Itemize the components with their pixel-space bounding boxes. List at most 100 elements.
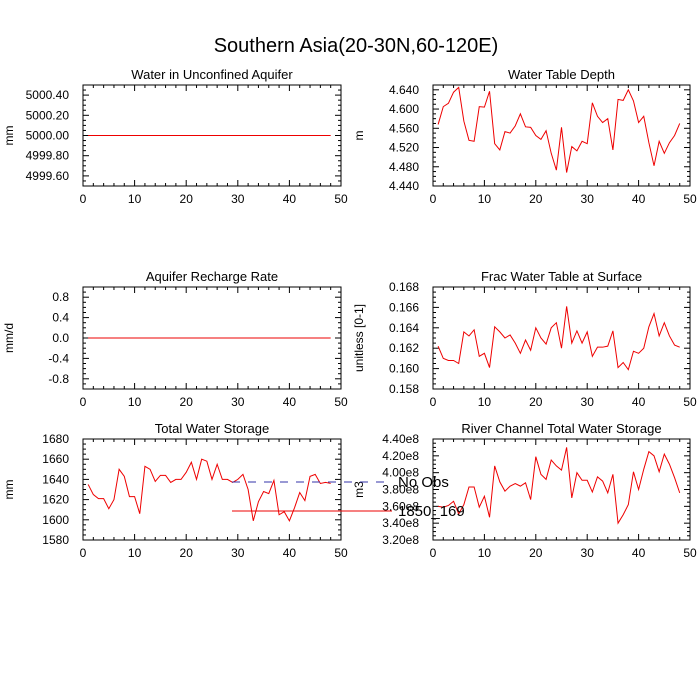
panel-water-in-unconfined-aquifer-ytick-label: 5000.00 (26, 129, 70, 143)
panel-water-table-depth-title: Water Table Depth (508, 67, 615, 82)
panel-water-in-unconfined-aquifer-xtick-label: 10 (128, 192, 142, 206)
panel-total-water-storage-xtick-label: 0 (80, 546, 87, 560)
panel-river-channel-total-water-storage-ylabel: m3 (352, 481, 366, 498)
panel-total-water-storage-xtick-label: 30 (231, 546, 245, 560)
panel-total-water-storage-series-line-0 (87, 458, 331, 522)
panel-frac-water-table-at-surface-ytick-label: 0.166 (389, 300, 419, 314)
panel-water-table-depth-ytick-label: 4.560 (389, 121, 419, 135)
panel-frac-water-table-at-surface-ytick-label: 0.158 (389, 382, 419, 396)
panel-aquifer-recharge-rate-xtick-label: 0 (80, 395, 87, 409)
panel-water-table-depth: Water Table Depth m 0 10 20 30 40 50 4.440 4.480 4… (352, 67, 697, 206)
panel-water-in-unconfined-aquifer-xtick-label: 30 (231, 192, 245, 206)
panel-water-table-depth-ytick-label: 4.520 (389, 141, 419, 155)
panel-river-channel-total-water-storage-xtick-label: 50 (683, 546, 697, 560)
panel-frac-water-table-at-surface-xtick-label: 10 (478, 395, 492, 409)
panel-frac-water-table-at-surface-xtick-label: 40 (632, 395, 646, 409)
figure-title: Southern Asia(20-30N,60-120E) (214, 35, 499, 57)
panel-total-water-storage-ytick-label: 1640 (42, 472, 69, 486)
panel-river-channel-total-water-storage-ytick-label: 3.60e8 (382, 499, 419, 513)
panel-aquifer-recharge-rate-xtick-label: 50 (334, 395, 348, 409)
panel-river-channel-total-water-storage-ytick-label: 3.80e8 (382, 483, 419, 497)
panel-river-channel-total-water-storage-title: River Channel Total Water Storage (461, 421, 661, 436)
panel-water-table-depth-frame (432, 84, 691, 187)
panel-water-table-depth-series-line-0 (437, 86, 681, 173)
panel-river-channel-total-water-storage-ytick-label: 3.20e8 (382, 533, 419, 547)
panel-frac-water-table-at-surface-xtick-label: 0 (430, 395, 437, 409)
panel-water-table-depth-xtick-label: 40 (632, 192, 646, 206)
panel-water-in-unconfined-aquifer-xtick-label: 50 (334, 192, 348, 206)
panel-river-channel-total-water-storage-ytick-label: 3.40e8 (382, 516, 419, 530)
panel-water-table-depth-xtick-label: 10 (478, 192, 492, 206)
panels: Water in Unconfined Aquifer mm 0 10 20 30 40 50… (2, 67, 697, 560)
panel-water-table-depth-ytick-label: 4.440 (389, 179, 419, 193)
panel-total-water-storage-ylabel: mm (2, 480, 16, 500)
panel-frac-water-table-at-surface-xtick-label: 50 (683, 395, 697, 409)
panel-river-channel-total-water-storage: River Channel Total Water Storage m3 0 10 20… (352, 421, 697, 560)
panel-aquifer-recharge-rate-ytick-label: 0.4 (52, 311, 69, 325)
legend: No Obs 1850_169 (232, 474, 465, 520)
panel-water-table-depth-xtick-label: 20 (529, 192, 543, 206)
panel-frac-water-table-at-surface-ylabel: unitless [0-1] (352, 304, 366, 372)
panel-aquifer-recharge-rate: Aquifer Recharge Rate mm/d 0 10 20 30 40 50 -0.8… (2, 269, 348, 409)
panel-aquifer-recharge-rate-xtick-label: 10 (128, 395, 142, 409)
panel-total-water-storage-title: Total Water Storage (155, 421, 269, 436)
panel-water-in-unconfined-aquifer-ytick-label: 4999.80 (26, 149, 70, 163)
panel-total-water-storage-xtick-label: 40 (283, 546, 297, 560)
legend-label-1850-169: 1850_169 (398, 503, 465, 520)
panel-water-in-unconfined-aquifer-xtick-label: 0 (80, 192, 87, 206)
panel-total-water-storage-ytick-label: 1600 (42, 513, 69, 527)
panel-river-channel-total-water-storage-xtick-label: 0 (430, 546, 437, 560)
panel-total-water-storage-xtick-label: 10 (128, 546, 142, 560)
panel-total-water-storage-ytick-label: 1580 (42, 533, 69, 547)
panel-total-water-storage-ytick-label: 1680 (42, 432, 69, 446)
panel-water-table-depth-ytick-label: 4.600 (389, 102, 419, 116)
panel-river-channel-total-water-storage-xtick-label: 20 (529, 546, 543, 560)
panel-frac-water-table-at-surface-ytick-label: 0.164 (389, 321, 419, 335)
panel-water-in-unconfined-aquifer-ytick-label: 5000.20 (26, 108, 70, 122)
panel-frac-water-table-at-surface-xtick-label: 30 (581, 395, 595, 409)
panel-aquifer-recharge-rate-ylabel: mm/d (2, 323, 16, 353)
panel-water-table-depth-xtick-label: 30 (581, 192, 595, 206)
panel-water-in-unconfined-aquifer-xtick-label: 40 (283, 192, 297, 206)
panel-total-water-storage-ytick-label: 1660 (42, 452, 69, 466)
panel-water-in-unconfined-aquifer-ytick-label: 4999.60 (26, 169, 70, 183)
panel-river-channel-total-water-storage-ytick-label: 4.20e8 (382, 449, 419, 463)
panel-water-table-depth-xtick-label: 0 (430, 192, 437, 206)
panel-aquifer-recharge-rate-ytick-label: -0.8 (48, 372, 69, 386)
panel-aquifer-recharge-rate-ytick-label: 0.8 (52, 290, 69, 304)
panel-total-water-storage-ytick-label: 1620 (42, 493, 69, 507)
panel-water-table-depth-xtick-label: 50 (683, 192, 697, 206)
panel-frac-water-table-at-surface: Frac Water Table at Surface unitless [0-1… (352, 269, 697, 409)
panel-water-table-depth-ylabel: m (352, 131, 366, 141)
panel-aquifer-recharge-rate-xtick-label: 30 (231, 395, 245, 409)
panel-total-water-storage-xtick-label: 50 (334, 546, 348, 560)
panel-river-channel-total-water-storage-ytick-label: 4.00e8 (382, 466, 419, 480)
panel-frac-water-table-at-surface-ytick-label: 0.160 (389, 362, 419, 376)
panel-water-in-unconfined-aquifer-ylabel: mm (2, 126, 16, 146)
panel-river-channel-total-water-storage-ytick-label: 4.40e8 (382, 432, 419, 446)
panel-aquifer-recharge-rate-xtick-label: 40 (283, 395, 297, 409)
panel-total-water-storage-xtick-label: 20 (180, 546, 194, 560)
panel-total-water-storage: Total Water Storage mm 0 10 20 30 40 50 1580 1600… (2, 421, 348, 560)
panel-river-channel-total-water-storage-series-line-0 (438, 447, 681, 525)
panel-aquifer-recharge-rate-ytick-label: 0.0 (52, 331, 69, 345)
panel-river-channel-total-water-storage-xtick-label: 40 (632, 546, 646, 560)
panel-aquifer-recharge-rate-xtick-label: 20 (180, 395, 194, 409)
legend-label-no-obs: No Obs (398, 474, 449, 491)
panel-river-channel-total-water-storage-xtick-label: 10 (478, 546, 492, 560)
panel-water-in-unconfined-aquifer-xtick-label: 20 (180, 192, 194, 206)
panel-frac-water-table-at-surface-title: Frac Water Table at Surface (481, 269, 642, 284)
panel-aquifer-recharge-rate-title: Aquifer Recharge Rate (146, 269, 278, 284)
panel-water-in-unconfined-aquifer: Water in Unconfined Aquifer mm 0 10 20 30 40 50… (2, 67, 348, 206)
panel-water-in-unconfined-aquifer-title: Water in Unconfined Aquifer (131, 67, 293, 82)
panel-river-channel-total-water-storage-xtick-label: 30 (581, 546, 595, 560)
panel-frac-water-table-at-surface-series-line-0 (437, 306, 680, 371)
panel-water-table-depth-ytick-label: 4.640 (389, 83, 419, 97)
panel-frac-water-table-at-surface-ytick-label: 0.168 (389, 280, 419, 294)
panel-frac-water-table-at-surface-xtick-label: 20 (529, 395, 543, 409)
panel-water-in-unconfined-aquifer-ytick-label: 5000.40 (26, 88, 70, 102)
panel-aquifer-recharge-rate-ytick-label: -0.4 (48, 351, 69, 365)
panel-frac-water-table-at-surface-ytick-label: 0.162 (389, 341, 419, 355)
